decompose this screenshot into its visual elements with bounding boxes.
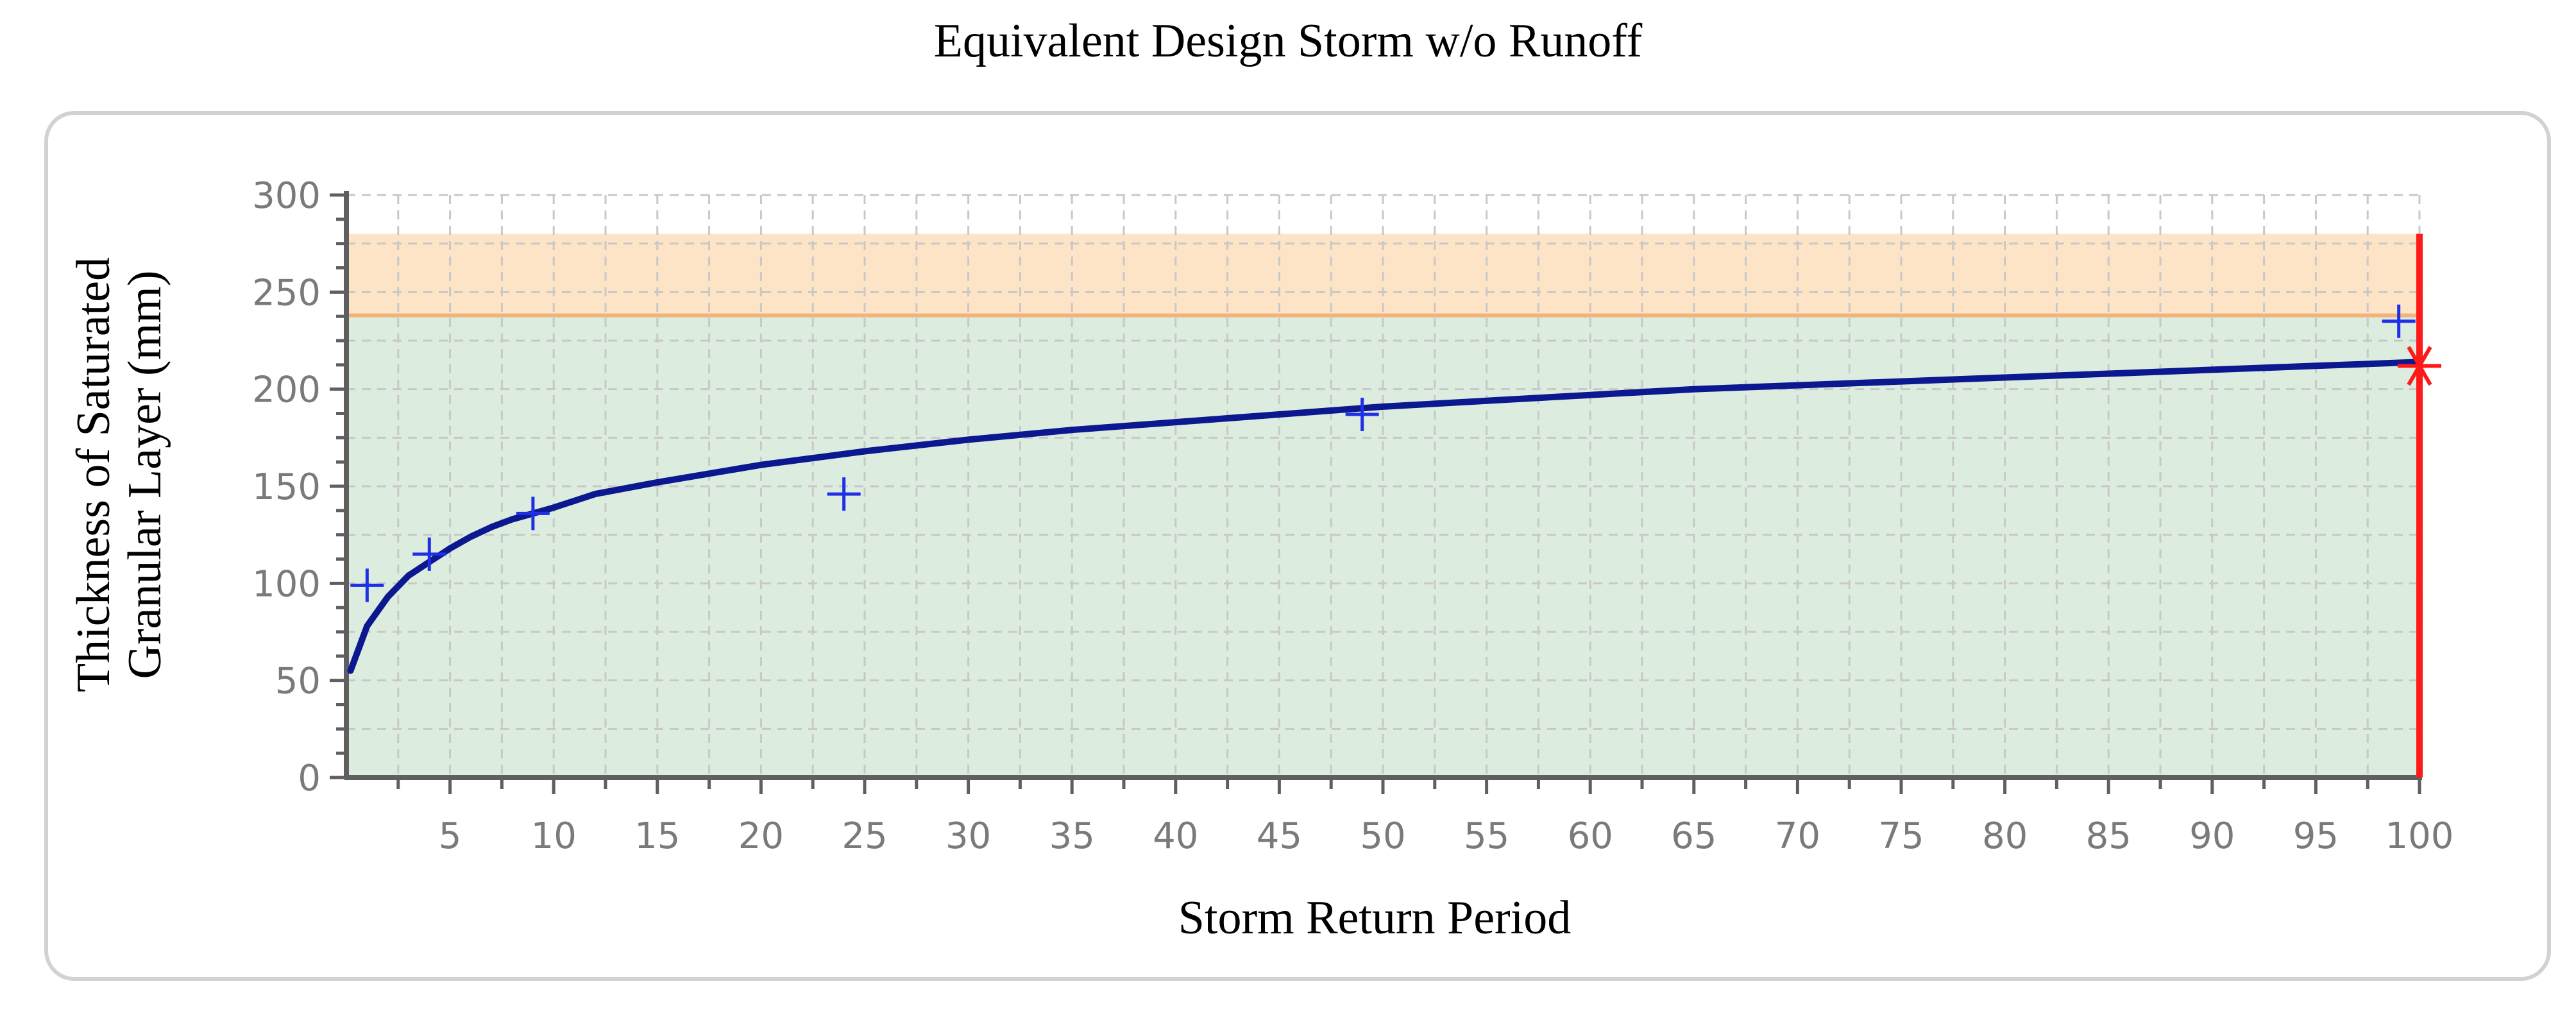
annotations: [2398, 234, 2441, 777]
x-tick-label: 50: [1360, 815, 1405, 857]
y-tick-label: 200: [252, 370, 321, 411]
data-point-marker: [350, 568, 384, 602]
asterisk-stroke: [2407, 346, 2432, 386]
y-tick-label: 250: [252, 272, 321, 314]
data-point-marker: [827, 477, 861, 511]
x-axis-ticks: 5 10 15 20 25 30 35 40 45 50 55 60 65 70 75 80 85 90 95 100: [396, 777, 2454, 857]
x-tick-label: 40: [1153, 815, 1198, 857]
y-axis-title: Thickness of Saturated Granular Layer (m…: [67, 257, 171, 692]
x-tick-label: 70: [1775, 815, 1820, 857]
x-tick-label: 60: [1568, 815, 1613, 857]
x-tick-label: 30: [945, 815, 991, 857]
plot-area: 5 10 15 20 25 30 35 40 45 50 55 60 65 70 75 80 85 90 95 100…: [252, 175, 2453, 857]
y-axis-title-line-2: Granular Layer (mm): [119, 271, 171, 679]
x-tick-label: 20: [738, 815, 784, 857]
x-tick-label: 35: [1049, 815, 1095, 857]
x-tick-label: 55: [1464, 815, 1509, 857]
series-line: [347, 359, 2423, 674]
chart-title: Equivalent Design Storm w/o Runoff: [934, 15, 1643, 67]
band-0: [346, 315, 2419, 777]
data-point-marker: [1345, 398, 1379, 432]
x-tick-label: 15: [634, 815, 680, 857]
series-layer: [347, 304, 2423, 674]
x-tick-label: 95: [2293, 815, 2339, 857]
x-tick-label: 25: [842, 815, 887, 857]
x-tick-label: 65: [1671, 815, 1716, 857]
y-tick-label: 100: [252, 563, 321, 605]
x-axis-title: Storm Return Period: [1178, 892, 1572, 944]
x-tick-label: 90: [2189, 815, 2235, 857]
data-point-marker: [516, 497, 550, 531]
y-tick-label: 50: [275, 661, 321, 702]
y-tick-label: 300: [252, 175, 321, 217]
x-tick-label: 85: [2086, 815, 2131, 857]
x-tick-label: 5: [439, 815, 462, 857]
x-tick-label: 10: [531, 815, 577, 857]
grid-lines: [346, 194, 2421, 777]
data-point-marker: [2382, 304, 2416, 338]
y-axis-title-line-1: Thickness of Saturated: [67, 257, 120, 692]
y-tick-label: 0: [298, 758, 321, 799]
x-tick-label: 75: [1878, 815, 1924, 857]
background-bands: [346, 234, 2419, 777]
x-tick-label: 45: [1257, 815, 1302, 857]
x-tick-label: 80: [1982, 815, 2028, 857]
y-axis-ticks: 0 50 100 150 200 250 300: [252, 175, 346, 799]
x-tick-label: 100: [2385, 815, 2454, 857]
data-point-marker: [412, 537, 446, 571]
highlight-point-marker: [2398, 346, 2441, 386]
y-tick-label: 150: [252, 466, 321, 508]
